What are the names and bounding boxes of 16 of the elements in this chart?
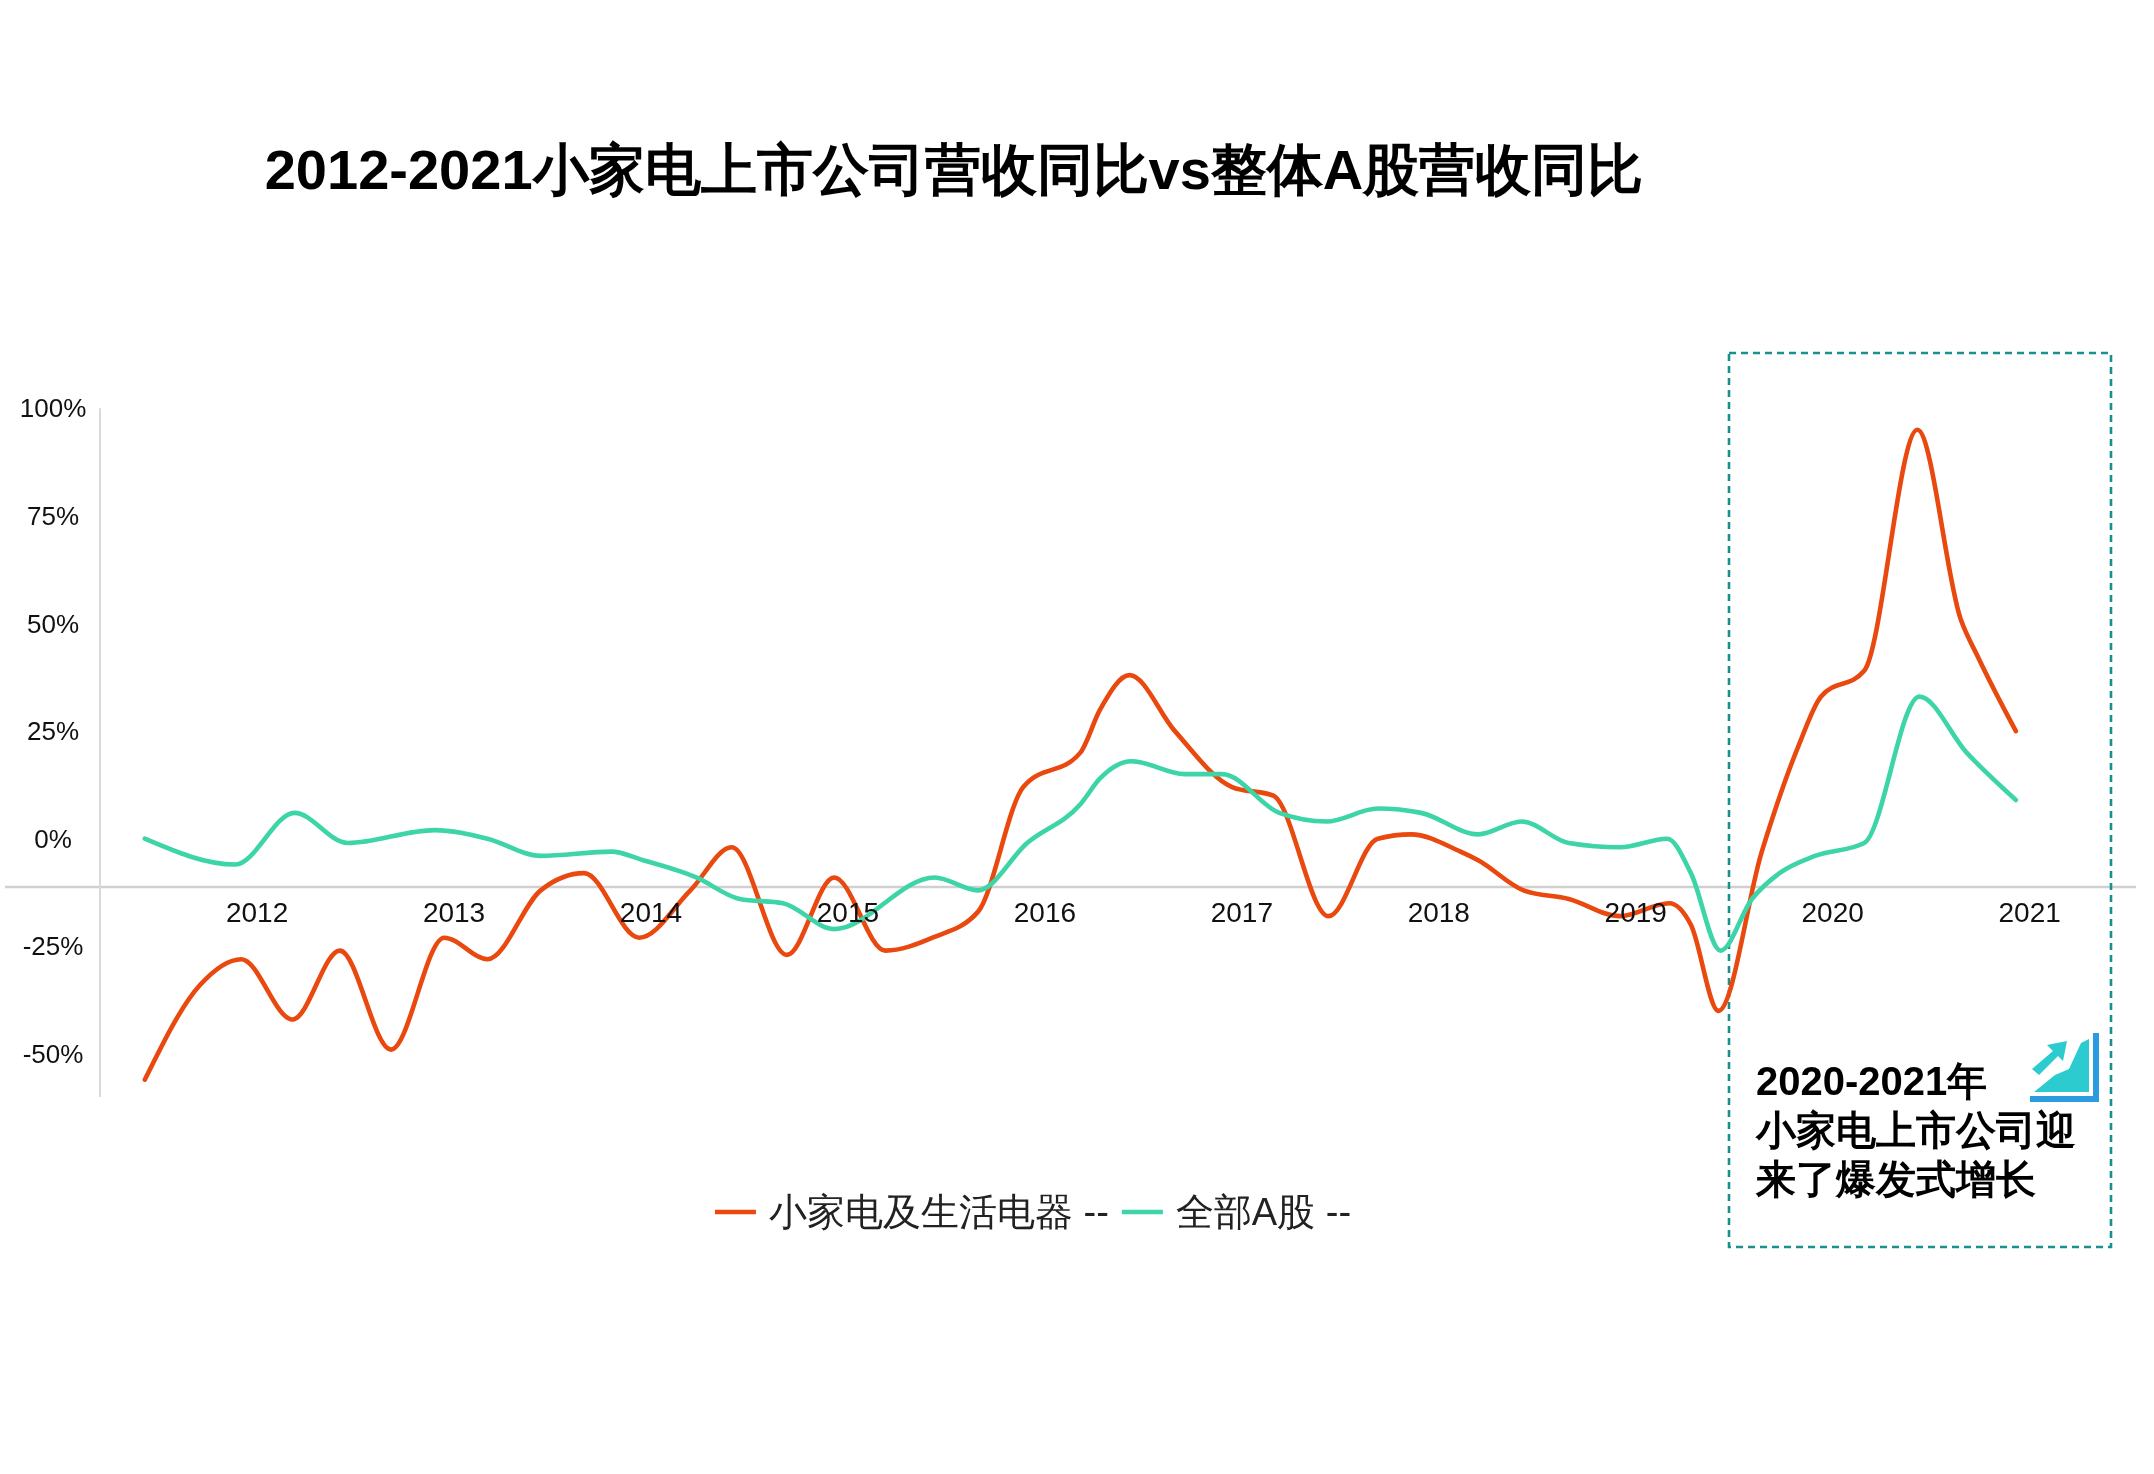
y-tick-label: 0% xyxy=(34,823,72,854)
x-tick-label: 2021 xyxy=(1998,896,2061,928)
annotation: 2020-2021年小家电上市公司迎来了爆发式增长 xyxy=(1756,1059,2076,1201)
x-tick-label: 2013 xyxy=(422,896,486,928)
y-tick-label: 50% xyxy=(27,608,79,639)
y-tick-label: 25% xyxy=(27,716,79,747)
x-tick-label: 2020 xyxy=(1801,896,1864,928)
title: 2012-2021小家电上市公司营收同比vs整体A股营收同比 xyxy=(264,137,1644,201)
x-tick-label: 2016 xyxy=(1013,896,1077,928)
x-tick-label: 2018 xyxy=(1407,896,1470,928)
y-tick-label: 75% xyxy=(27,500,79,531)
y-tick-label: -50% xyxy=(22,1038,84,1069)
y-tick-label: -25% xyxy=(22,931,84,962)
y-tick-label: 100% xyxy=(19,393,87,424)
x-tick-label: 2012 xyxy=(225,896,289,928)
x-tick-label: 2017 xyxy=(1210,896,1273,928)
